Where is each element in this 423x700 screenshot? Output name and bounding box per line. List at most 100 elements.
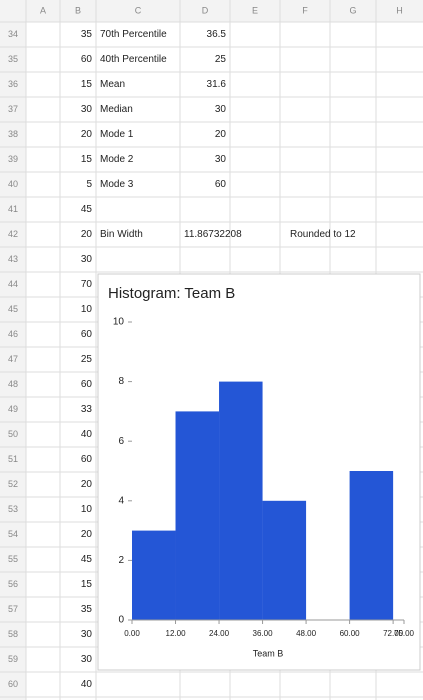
cell-value: 5 (86, 179, 92, 190)
row-number: 59 (8, 654, 18, 664)
stat-label: Mode 3 (100, 179, 134, 190)
x-tick-label: 75.00 (394, 629, 415, 638)
row-number: 43 (8, 254, 18, 264)
row-number: 51 (8, 454, 18, 464)
cell-value: 60 (81, 54, 93, 65)
stat-label: Mode 1 (100, 129, 134, 140)
cell-value: 30 (81, 104, 93, 115)
row-number: 60 (8, 679, 18, 689)
row-number: 50 (8, 429, 18, 439)
column-letter: E (252, 5, 258, 15)
chart-title: Histogram: Team B (108, 285, 235, 302)
cell-value: 15 (81, 79, 93, 90)
row-number: 48 (8, 379, 18, 389)
y-tick-label: 2 (118, 555, 124, 566)
row-number: 52 (8, 479, 18, 489)
row-number: 53 (8, 504, 18, 514)
column-letter: D (202, 5, 209, 15)
cell-value: 60 (81, 379, 93, 390)
stat-value: 30 (215, 104, 227, 115)
stat-value: 30 (215, 154, 227, 165)
stat-label: 40th Percentile (100, 54, 167, 65)
y-tick-label: 8 (118, 376, 124, 387)
bar (175, 411, 220, 620)
column-letter: G (349, 5, 356, 15)
cell-value: 60 (81, 329, 93, 340)
stat-label: Mode 2 (100, 154, 134, 165)
bar (132, 530, 176, 620)
row-header-bar (0, 0, 26, 700)
cell-value: 70 (81, 279, 93, 290)
x-axis-title: Team B (253, 648, 284, 658)
bar (219, 381, 263, 620)
x-tick-label: 36.00 (253, 629, 274, 638)
cell-value: 20 (81, 529, 93, 540)
cell-value: 30 (81, 629, 93, 640)
stat-value: 25 (215, 54, 227, 65)
stat-label: Mean (100, 79, 125, 90)
row-number: 57 (8, 604, 18, 614)
cell-value: 45 (81, 554, 93, 565)
cell-value: 40 (81, 679, 93, 690)
stat-label: Median (100, 104, 133, 115)
column-letter: H (396, 5, 403, 15)
row-number: 54 (8, 529, 18, 539)
cell-value: 20 (81, 129, 93, 140)
cell-value: 35 (81, 604, 93, 615)
column-letter: C (135, 5, 142, 15)
cell-value: 10 (81, 504, 93, 515)
x-tick-label: 24.00 (209, 629, 230, 638)
row-number: 56 (8, 579, 18, 589)
bin-width-comment: Rounded to 12 (290, 229, 356, 240)
y-tick-label: 10 (113, 317, 125, 328)
column-letter: B (75, 5, 81, 15)
bar (349, 471, 394, 620)
column-letter: A (40, 5, 46, 15)
row-number: 38 (8, 129, 18, 139)
row-number: 58 (8, 629, 18, 639)
y-tick-label: 0 (118, 615, 124, 626)
cell-value: 30 (81, 254, 93, 265)
row-number: 49 (8, 404, 18, 414)
row-number: 37 (8, 104, 18, 114)
cell-value: 60 (81, 454, 93, 465)
stat-value: 36.5 (207, 29, 227, 40)
row-number: 45 (8, 304, 18, 314)
row-number: 36 (8, 79, 18, 89)
x-tick-label: 72.00 (383, 629, 404, 638)
cell-value: 35 (81, 29, 93, 40)
column-header-bar (0, 0, 423, 22)
bin-width-label: Bin Width (100, 229, 143, 240)
row-number: 40 (8, 179, 18, 189)
cell-value: 30 (81, 654, 93, 665)
cell-value: 40 (81, 429, 93, 440)
row-number: 46 (8, 329, 18, 339)
row-number: 34 (8, 29, 18, 39)
x-tick-label: 60.00 (340, 629, 361, 638)
cell-value: 20 (81, 479, 93, 490)
cell-value: 15 (81, 579, 93, 590)
stat-label: 70th Percentile (100, 29, 167, 40)
x-tick-label: 48.00 (296, 629, 317, 638)
cell-value: 33 (81, 404, 93, 415)
row-number: 55 (8, 554, 18, 564)
cell-value: 25 (81, 354, 93, 365)
cell-value: 10 (81, 304, 93, 315)
cell-value: 15 (81, 154, 93, 165)
cell-value: 45 (81, 204, 93, 215)
x-tick-label: 0.00 (124, 629, 140, 638)
row-number: 35 (8, 54, 18, 64)
stat-value: 31.6 (207, 79, 227, 90)
row-number: 42 (8, 229, 18, 239)
row-number: 47 (8, 354, 18, 364)
stat-value: 20 (215, 129, 227, 140)
row-number: 39 (8, 154, 18, 164)
row-number: 44 (8, 279, 18, 289)
y-tick-label: 6 (118, 436, 124, 447)
cell-value: 20 (81, 229, 93, 240)
column-letter: F (302, 5, 308, 15)
stat-value: 60 (215, 179, 227, 190)
row-number: 41 (8, 204, 18, 214)
